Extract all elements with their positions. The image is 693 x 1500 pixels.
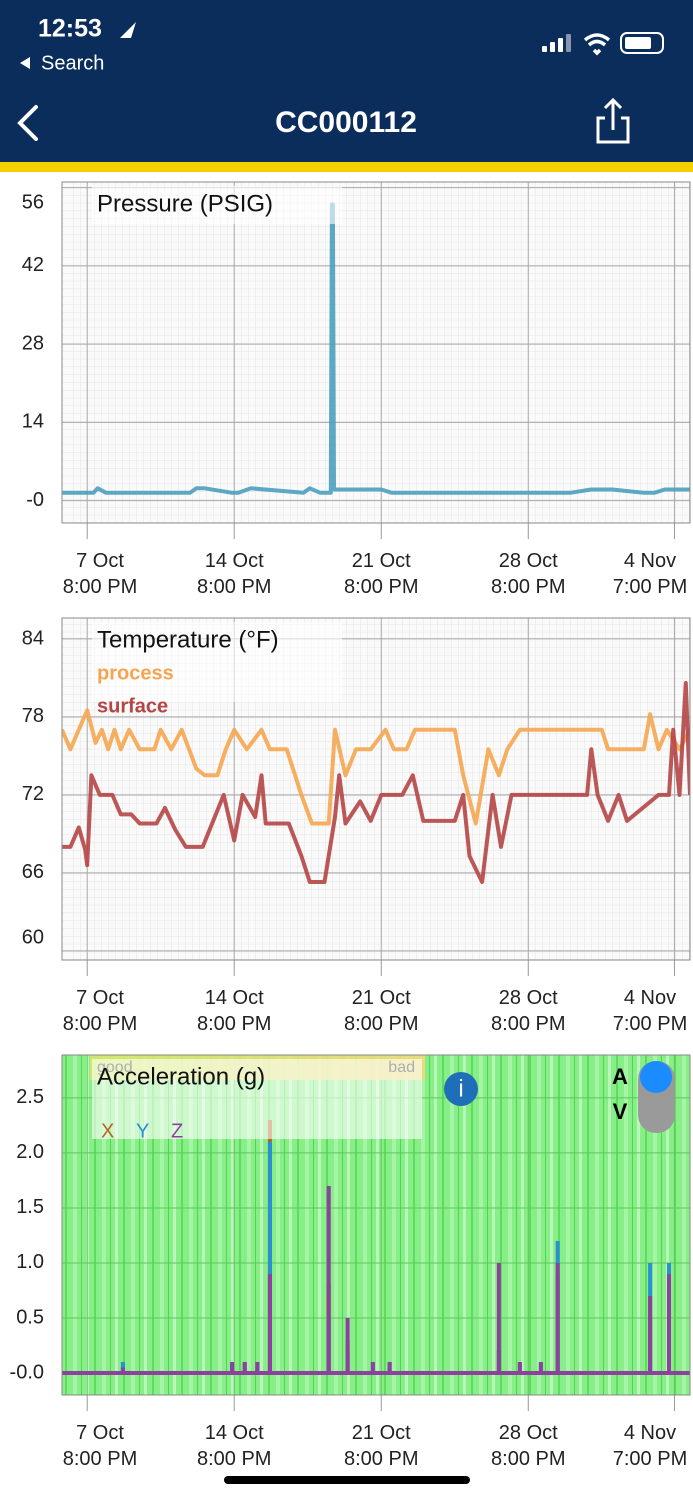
bar	[666, 1273, 671, 1373]
y-tick-label: 42	[22, 254, 44, 276]
title-box	[92, 186, 342, 224]
x-tick-label: 28 Oct 8:00 PM	[491, 550, 566, 598]
y-tick-label: 66	[22, 861, 44, 883]
legend-entry: Y	[136, 1120, 149, 1142]
y-tick-label: 56	[22, 191, 44, 213]
x-tick-label: 14 Oct 8:00 PM	[196, 987, 272, 1035]
bar	[255, 1361, 260, 1373]
bar	[517, 1361, 522, 1373]
toggle-knob[interactable]	[640, 1061, 672, 1093]
chart-title: Acceleration (g)	[97, 1063, 265, 1090]
bar	[267, 1141, 272, 1373]
header-stripe	[0, 162, 693, 172]
battery-icon	[620, 32, 664, 54]
x-tick-label: 21 Oct 8:00 PM	[344, 987, 419, 1035]
bar	[538, 1361, 543, 1373]
x-tick-label: 14 Oct 8:00 PM	[196, 1422, 272, 1470]
back-button[interactable]	[17, 105, 38, 141]
y-tick-label: 1.5	[16, 1196, 44, 1218]
bar	[242, 1361, 247, 1373]
y-tick-label: 78	[22, 705, 44, 727]
clock: 12:53	[38, 15, 102, 43]
plot	[62, 182, 690, 523]
plot-frame	[61, 181, 691, 524]
y-tick-label: 14	[22, 411, 44, 433]
wifi-icon	[583, 33, 611, 56]
bar	[120, 1367, 125, 1373]
y-tick-label: 60	[22, 926, 44, 948]
y-tick-label: -0.0	[10, 1361, 44, 1383]
x-tick-label: 28 Oct 8:00 PM	[491, 1422, 566, 1470]
x-tick-label: 4 Nov 7:00 PM	[612, 987, 688, 1035]
y-tick-label: 1.0	[16, 1251, 44, 1273]
location-icon	[120, 22, 136, 38]
back-app-link[interactable]: Search	[41, 52, 104, 74]
plot-frame	[61, 617, 691, 961]
x-tick-label: 4 Nov 7:00 PM	[612, 550, 688, 598]
info-icon: i	[458, 1075, 463, 1102]
bar	[230, 1361, 235, 1373]
x-tick-label: 14 Oct 8:00 PM	[196, 550, 272, 598]
x-tick-label: 21 Oct 8:00 PM	[344, 1422, 419, 1470]
bar	[555, 1262, 560, 1373]
x-tick-label: 28 Oct 8:00 PM	[491, 987, 566, 1035]
toggle-label: V	[613, 1099, 628, 1124]
bar	[648, 1295, 653, 1373]
x-tick-label: 21 Oct 8:00 PM	[344, 550, 419, 598]
x-tick-label: 7 Oct 8:00 PM	[62, 550, 138, 598]
legend-entry: X	[101, 1120, 114, 1142]
legend-entry: surface	[97, 695, 168, 717]
info-button[interactable]	[444, 1072, 478, 1106]
y-tick-label: 2.5	[16, 1086, 44, 1108]
x-tick-label: 7 Oct 8:00 PM	[62, 987, 138, 1035]
chart-title: Pressure (PSIG)	[97, 190, 273, 217]
legend-entry: process	[97, 662, 174, 684]
header-bg	[0, 0, 693, 162]
toggle-label: A	[612, 1064, 628, 1089]
y-tick-label: 0.5	[16, 1306, 44, 1328]
plot-frame	[61, 1054, 691, 1396]
bar	[496, 1262, 501, 1373]
chart-title: Temperature (°F)	[97, 626, 279, 653]
y-tick-label: 72	[22, 783, 44, 805]
y-tick-label: -0	[26, 489, 44, 511]
home-indicator	[224, 1476, 470, 1484]
battery-level	[625, 37, 651, 49]
data-line	[62, 708, 690, 826]
signal-icon	[542, 34, 571, 52]
back-app-icon	[20, 57, 30, 69]
legend-entry: Z	[171, 1120, 183, 1142]
y-tick-label: 2.0	[16, 1141, 44, 1163]
data-line	[62, 681, 690, 884]
y-tick-label: 84	[22, 627, 44, 649]
bar	[267, 1273, 272, 1373]
y-tick-label: 28	[22, 332, 44, 354]
bar	[326, 1185, 331, 1373]
bar	[345, 1317, 350, 1373]
bar	[387, 1361, 392, 1373]
title-box	[92, 622, 342, 702]
minor-grid	[62, 182, 690, 523]
title-box	[92, 1059, 422, 1139]
bar	[370, 1361, 375, 1373]
x-tick-label: 7 Oct 8:00 PM	[62, 1422, 138, 1470]
share-button[interactable]	[596, 97, 630, 144]
nav-title: CC000112	[275, 106, 417, 139]
x-tick-label: 4 Nov 7:00 PM	[612, 1422, 688, 1470]
